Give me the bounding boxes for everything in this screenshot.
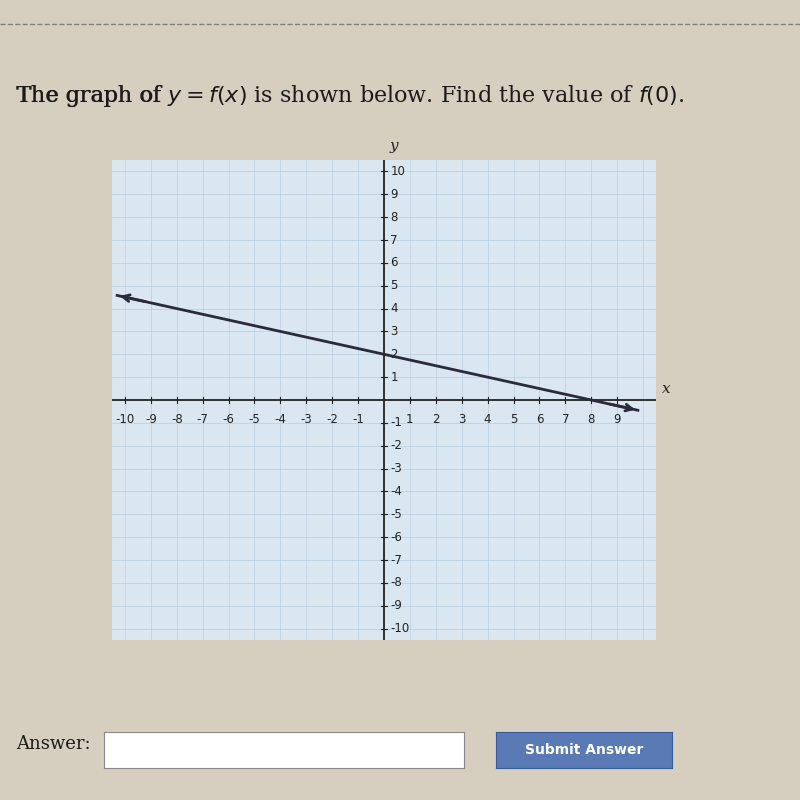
Text: x: x [662, 382, 670, 395]
Text: The graph of: The graph of [16, 85, 168, 107]
Text: 7: 7 [562, 413, 569, 426]
Text: 8: 8 [390, 210, 398, 224]
Text: 2: 2 [390, 348, 398, 361]
Text: 8: 8 [587, 413, 595, 426]
Text: -5: -5 [249, 413, 260, 426]
Text: 4: 4 [484, 413, 491, 426]
Text: -5: -5 [390, 508, 402, 521]
Text: -4: -4 [390, 485, 402, 498]
Text: 6: 6 [536, 413, 543, 426]
Text: 9: 9 [614, 413, 621, 426]
Text: 3: 3 [458, 413, 466, 426]
Text: -7: -7 [197, 413, 209, 426]
Text: 3: 3 [390, 325, 398, 338]
Text: -8: -8 [390, 576, 402, 590]
Text: 1: 1 [406, 413, 414, 426]
Text: -3: -3 [301, 413, 312, 426]
Text: -8: -8 [171, 413, 182, 426]
Text: -1: -1 [390, 416, 402, 430]
Text: -10: -10 [390, 622, 410, 635]
Text: y: y [390, 139, 398, 154]
Text: 9: 9 [390, 188, 398, 201]
Text: 4: 4 [390, 302, 398, 315]
Text: 10: 10 [390, 165, 406, 178]
Text: 5: 5 [390, 279, 398, 292]
Text: -3: -3 [390, 462, 402, 475]
Text: -10: -10 [115, 413, 134, 426]
Text: -6: -6 [390, 530, 402, 544]
Text: 6: 6 [390, 256, 398, 270]
Text: 2: 2 [432, 413, 439, 426]
Text: -1: -1 [352, 413, 364, 426]
Text: -6: -6 [222, 413, 234, 426]
Text: Submit Answer: Submit Answer [525, 743, 643, 757]
Text: The graph of $y = f(x)$ is shown below. Find the value of $f(0)$.: The graph of $y = f(x)$ is shown below. … [16, 83, 685, 109]
Text: -2: -2 [390, 439, 402, 452]
Text: -4: -4 [274, 413, 286, 426]
Text: -2: -2 [326, 413, 338, 426]
Text: 7: 7 [390, 234, 398, 246]
Text: 1: 1 [390, 370, 398, 384]
Text: -9: -9 [390, 599, 402, 612]
Text: Answer:: Answer: [16, 735, 90, 753]
Text: -7: -7 [390, 554, 402, 566]
Text: -9: -9 [145, 413, 157, 426]
Text: 5: 5 [510, 413, 518, 426]
